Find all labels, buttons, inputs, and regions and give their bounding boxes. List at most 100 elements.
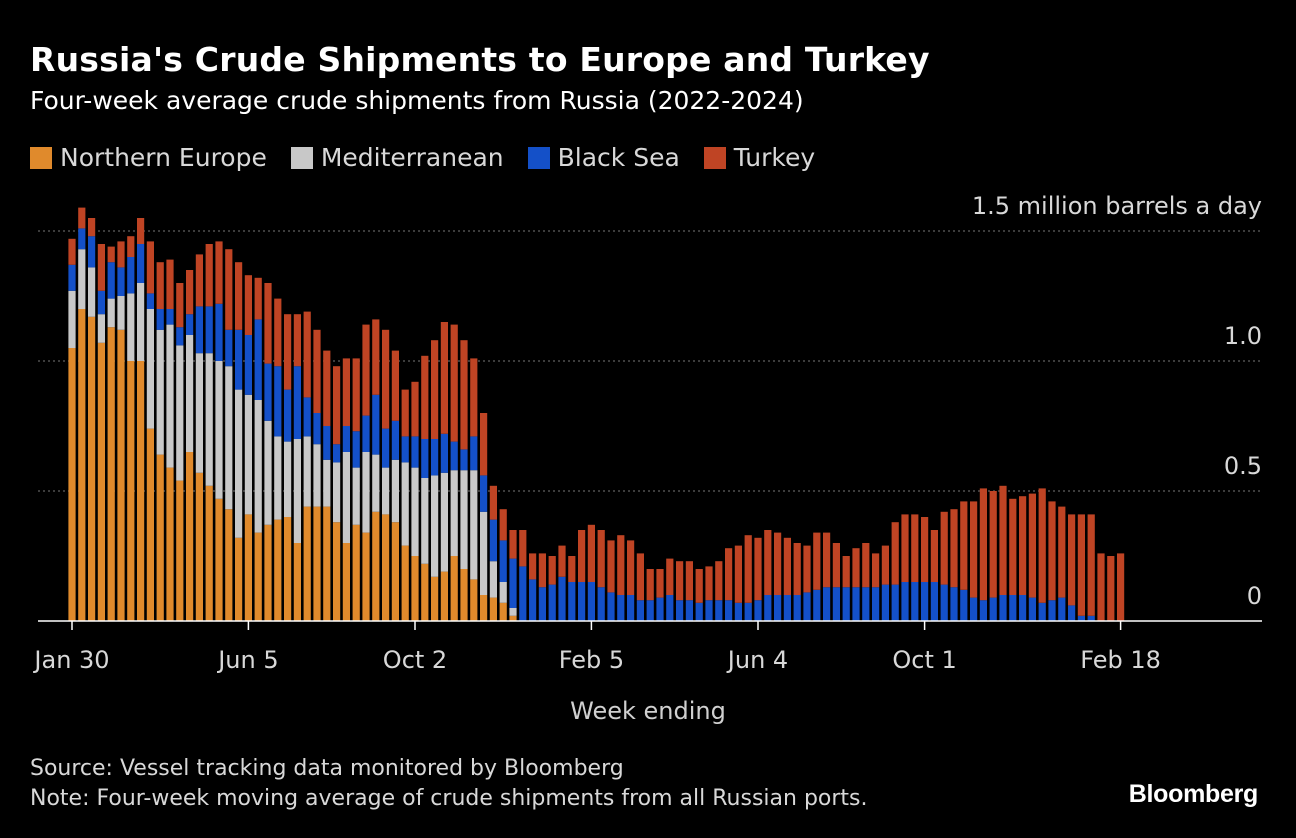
bar-segment	[352, 358, 360, 432]
chart-subtitle: Four-week average crude shipments from R…	[30, 86, 804, 115]
bar-segment	[460, 449, 468, 471]
bar-segment	[754, 537, 762, 601]
x-tick-label: Feb 5	[559, 646, 624, 674]
bar-segment	[372, 511, 380, 621]
bar-segment	[529, 553, 537, 580]
bar-segment	[127, 361, 135, 621]
bar-segment	[421, 439, 429, 478]
bar-segment	[411, 381, 419, 437]
bar-segment	[1038, 602, 1046, 621]
bar-segment	[538, 553, 546, 588]
bar-segment	[881, 545, 889, 585]
bar-segment	[509, 530, 517, 559]
bar-segment	[1068, 605, 1076, 621]
bar-segment	[597, 530, 605, 588]
bar-segment	[176, 345, 184, 481]
bar-segment	[195, 254, 203, 307]
bar-segment	[137, 218, 145, 244]
bar-segment	[587, 524, 595, 582]
bar-segment	[323, 350, 331, 426]
legend-label-mediterranean: Mediterranean	[320, 143, 504, 172]
bar-segment	[519, 566, 527, 621]
bar-segment	[372, 319, 380, 395]
legend-item-black-sea: Black Sea	[527, 143, 680, 172]
bar-segment	[195, 306, 203, 354]
bar-segment	[813, 532, 821, 590]
bar-segment	[587, 582, 595, 621]
legend-label-northern-europe: Northern Europe	[60, 143, 267, 172]
bar-segment	[176, 283, 184, 328]
bar-segment	[342, 358, 350, 426]
x-tick-label: Oct 1	[892, 646, 956, 674]
bar-segment	[979, 600, 987, 621]
bar-segment	[78, 249, 86, 309]
bar-segment	[842, 587, 850, 621]
bar-segment	[734, 602, 742, 621]
bar-segment	[97, 290, 105, 315]
bar-segment	[921, 517, 929, 582]
bar-segment	[1009, 595, 1017, 621]
bar-segment	[156, 309, 164, 330]
y-tick-label: 1.5 million barrels a day	[972, 192, 1262, 220]
bar-segment	[832, 543, 840, 588]
bar-segment	[401, 436, 409, 463]
bar-segment	[1077, 514, 1085, 616]
bar-segment	[1048, 501, 1056, 601]
bar-segment	[548, 584, 556, 621]
bar-segment	[264, 420, 272, 525]
bar-segment	[313, 413, 321, 445]
bar-segment	[401, 389, 409, 437]
bar-segment	[352, 467, 360, 525]
bar-segment	[176, 480, 184, 621]
bar-segment	[940, 584, 948, 621]
bar-segment	[411, 436, 419, 468]
bar-segment	[1077, 615, 1085, 621]
bar-segment	[215, 303, 223, 361]
bar-segment	[97, 342, 105, 621]
bar-segment	[519, 530, 527, 567]
bar-segment	[960, 501, 968, 590]
bar-segment	[205, 306, 213, 354]
bar-segment	[264, 363, 272, 421]
x-tick-label: Jun 5	[216, 646, 278, 674]
bar-segment	[950, 587, 958, 621]
bar-segment	[362, 415, 370, 452]
bar-segment	[431, 439, 439, 476]
bar-segment	[646, 569, 654, 601]
bar-segment	[225, 509, 233, 621]
bar-segment	[284, 389, 292, 442]
bar-segment	[1009, 498, 1017, 595]
bar-segment	[646, 600, 654, 621]
bar-segment	[107, 246, 115, 263]
bar-segment	[509, 615, 517, 621]
legend-item-turkey: Turkey	[703, 143, 815, 172]
bar-segment	[205, 353, 213, 486]
bar-segment	[813, 589, 821, 621]
bar-segment	[470, 436, 478, 471]
bar-segment	[911, 582, 919, 621]
bar-segment	[725, 600, 733, 621]
bar-segment	[558, 576, 566, 621]
bar-segment	[823, 532, 831, 588]
bar-segment	[470, 358, 478, 437]
bar-segment	[195, 353, 203, 473]
bar-segment	[793, 543, 801, 595]
bar-segment	[930, 582, 938, 621]
bar-segment	[803, 545, 811, 593]
bar-segment	[823, 587, 831, 621]
bar-segment	[979, 488, 987, 601]
bar-segment	[352, 431, 360, 468]
bar-segment	[107, 327, 115, 621]
bar-segment	[127, 293, 135, 361]
bar-segment	[607, 540, 615, 593]
bar-segment	[940, 511, 948, 585]
bar-segment	[499, 509, 507, 541]
bar-segment	[725, 548, 733, 601]
bar-segment	[68, 290, 76, 348]
bar-segment	[274, 436, 282, 520]
legend-label-black-sea: Black Sea	[557, 143, 680, 172]
bar-segment	[186, 314, 194, 335]
bar-segment	[254, 400, 262, 533]
bar-segment	[1019, 595, 1027, 621]
bar-segment	[440, 433, 448, 473]
